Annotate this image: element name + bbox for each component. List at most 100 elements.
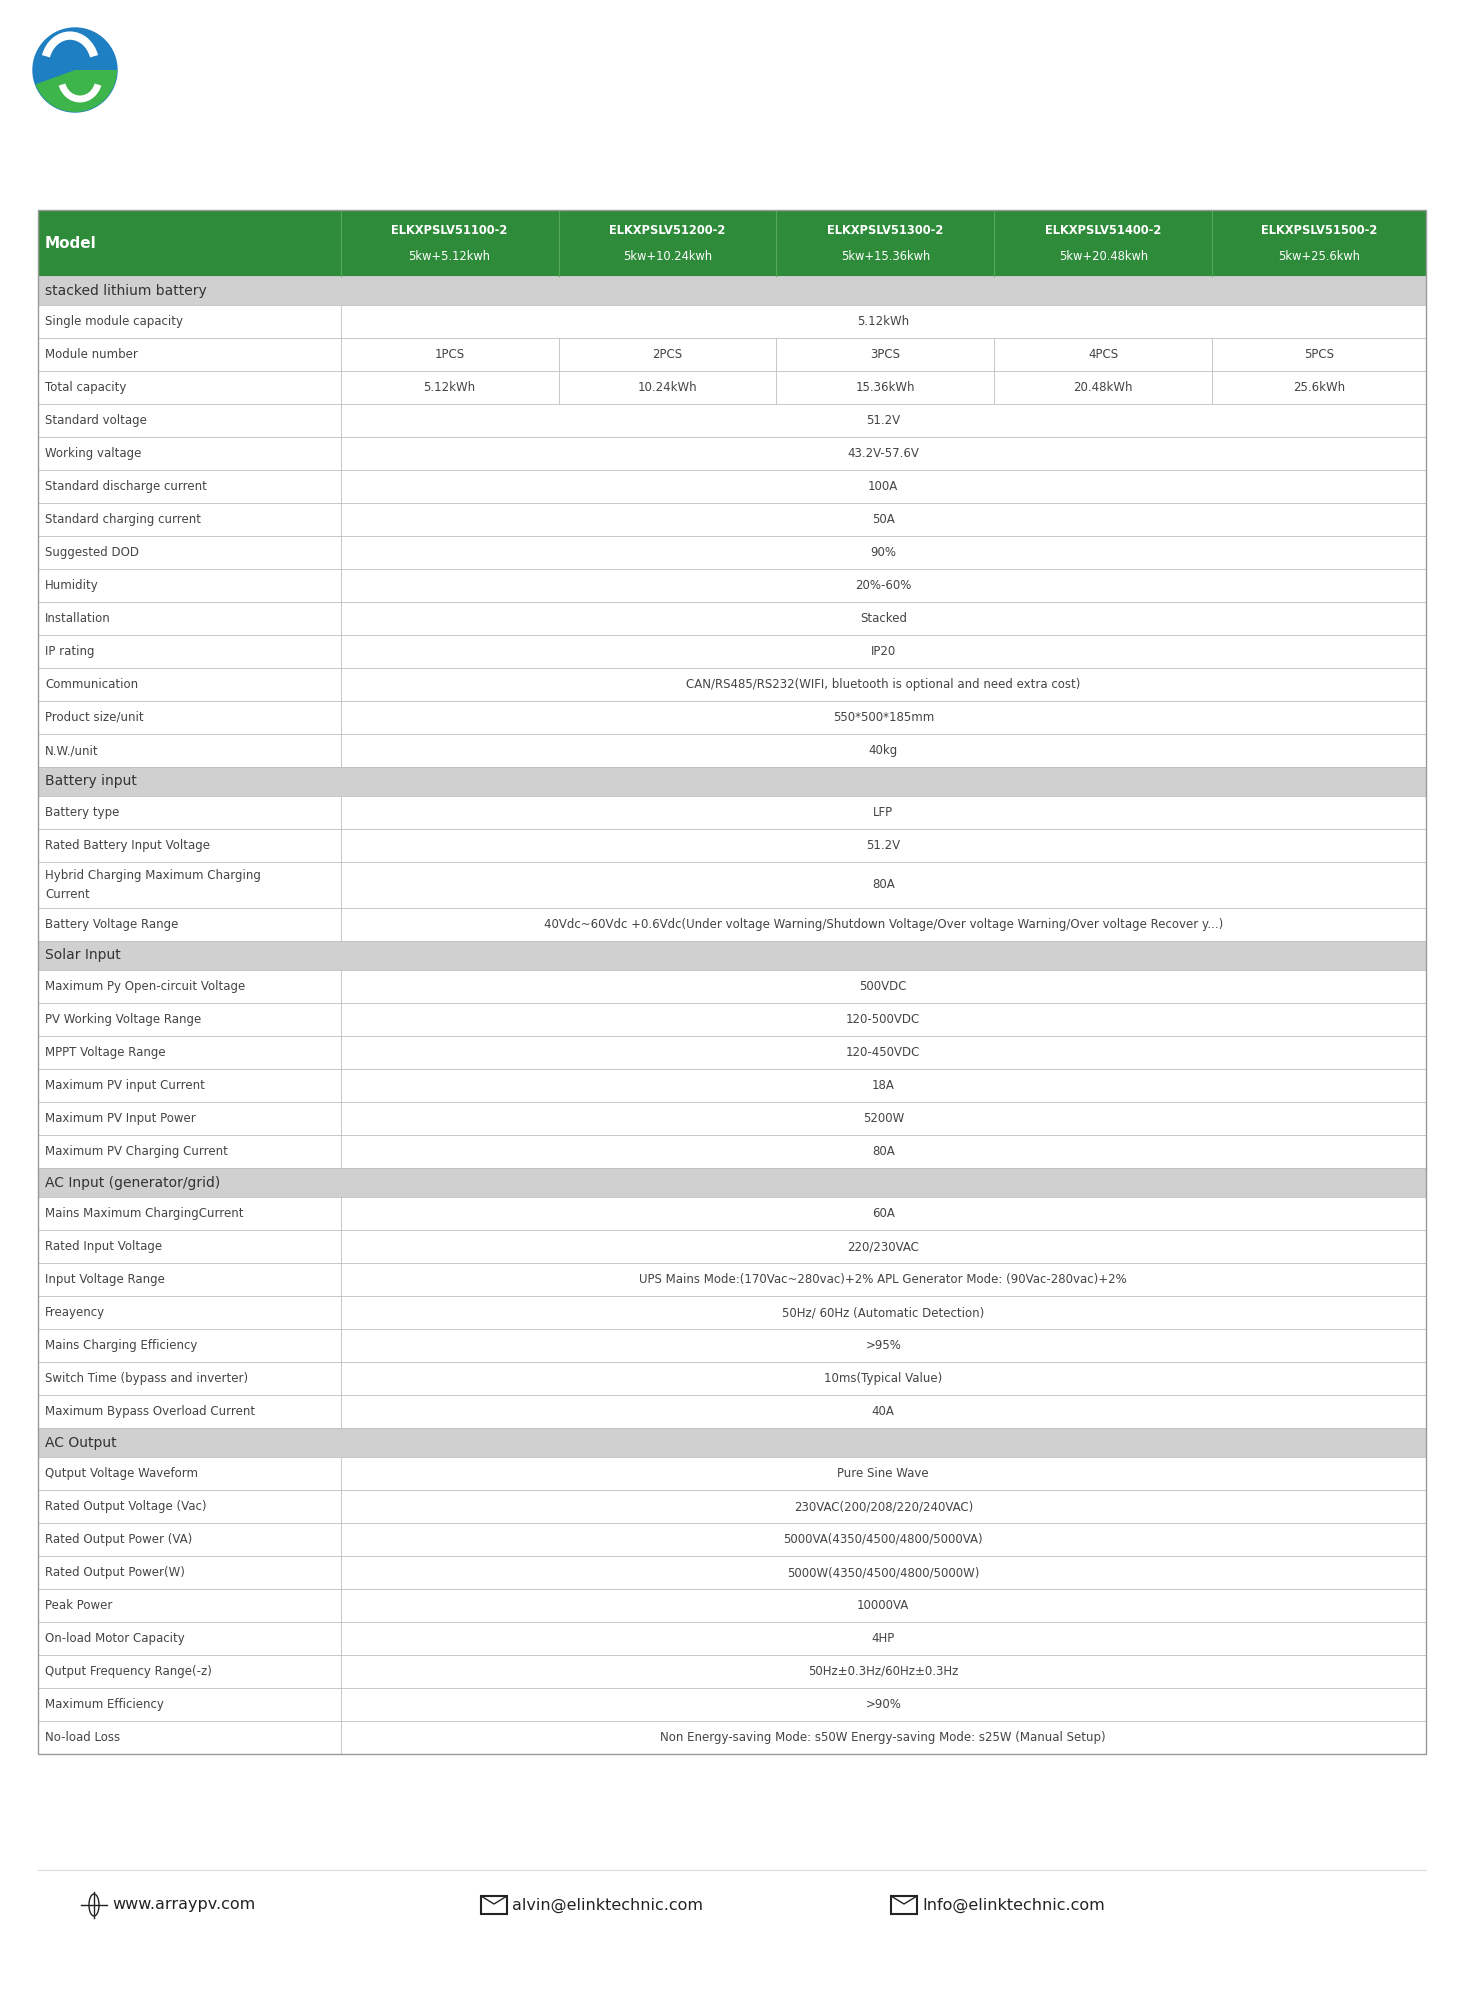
Bar	[38, 796, 341, 828]
Text: 5.12kWh: 5.12kWh	[858, 314, 909, 328]
Bar	[38, 1168, 1426, 1196]
Bar	[341, 908, 1426, 942]
Bar	[341, 1264, 1426, 1296]
Bar	[38, 1456, 341, 1490]
Text: 43.2V-57.6V: 43.2V-57.6V	[848, 448, 919, 460]
Bar	[38, 404, 341, 438]
Bar	[38, 602, 341, 636]
Text: Module number: Module number	[45, 348, 138, 360]
Bar	[38, 1196, 341, 1230]
Text: 80A: 80A	[873, 1144, 895, 1158]
Text: CAN/RS485/RS232(WIFI, bluetooth is optional and need extra cost): CAN/RS485/RS232(WIFI, bluetooth is optio…	[687, 678, 1080, 692]
Bar	[38, 1068, 341, 1102]
Text: Communication: Communication	[45, 678, 138, 692]
Bar	[341, 734, 1426, 766]
Text: Peak Power: Peak Power	[45, 1600, 113, 1612]
Bar	[38, 1296, 341, 1328]
Text: ELKXPSLV51300-2: ELKXPSLV51300-2	[827, 224, 944, 236]
Bar	[341, 1396, 1426, 1428]
Text: Model: Model	[45, 236, 97, 250]
Bar	[1212, 372, 1426, 404]
Bar	[38, 636, 341, 668]
Bar	[341, 568, 1426, 602]
Text: Single module capacity: Single module capacity	[45, 314, 183, 328]
Bar	[341, 210, 558, 276]
Bar	[341, 1720, 1426, 1754]
Text: Qutput Voltage Waveform: Qutput Voltage Waveform	[45, 1468, 198, 1480]
Text: Battery input: Battery input	[45, 774, 136, 788]
Text: Maximum PV input Current: Maximum PV input Current	[45, 1080, 205, 1092]
Text: Hybrid Charging Maximum Charging: Hybrid Charging Maximum Charging	[45, 870, 261, 882]
Text: 90%: 90%	[870, 546, 896, 558]
Text: PV Working Voltage Range: PV Working Voltage Range	[45, 1012, 201, 1026]
Text: Mains Charging Efficiency: Mains Charging Efficiency	[45, 1340, 198, 1352]
Bar	[341, 1328, 1426, 1362]
Bar	[994, 338, 1212, 372]
Text: Solar Input: Solar Input	[45, 948, 120, 962]
Bar	[341, 702, 1426, 734]
Text: 60A: 60A	[873, 1206, 895, 1220]
Bar	[341, 602, 1426, 636]
Text: Freaуency: Freaуency	[45, 1306, 105, 1320]
Bar	[38, 338, 341, 372]
Text: Battery Voltage Range: Battery Voltage Range	[45, 918, 179, 932]
Bar	[38, 1362, 341, 1396]
Bar	[38, 828, 341, 862]
Bar	[38, 1688, 341, 1720]
Bar	[341, 1196, 1426, 1230]
Text: 3PCS: 3PCS	[871, 348, 900, 360]
Text: 20.48kWh: 20.48kWh	[1073, 380, 1133, 394]
Bar	[38, 502, 341, 536]
Text: 18A: 18A	[873, 1080, 895, 1092]
Text: Info@elinktechnic.com: Info@elinktechnic.com	[922, 1898, 1105, 1912]
Text: Stacked: Stacked	[859, 612, 906, 624]
Bar	[38, 668, 341, 702]
Text: LFP: LFP	[873, 806, 893, 820]
Text: Rated Battery Input Voltage: Rated Battery Input Voltage	[45, 840, 209, 852]
Text: Maximum PV Charging Current: Maximum PV Charging Current	[45, 1144, 228, 1158]
Text: 40Vdc~60Vdc +0.6Vdc(Under voltage Warning/Shutdown Voltage/Over voltage Warning/: 40Vdc~60Vdc +0.6Vdc(Under voltage Warnin…	[543, 918, 1222, 932]
Text: On-load Motor Capacity: On-load Motor Capacity	[45, 1632, 184, 1644]
Text: Standard charging current: Standard charging current	[45, 512, 201, 526]
Bar	[341, 470, 1426, 502]
Text: 5000W(4350/4500/4800/5000W): 5000W(4350/4500/4800/5000W)	[788, 1566, 979, 1580]
Text: 40A: 40A	[873, 1404, 895, 1418]
Text: Input Voltage Range: Input Voltage Range	[45, 1274, 165, 1286]
Text: 5kw+15.36kwh: 5kw+15.36kwh	[840, 250, 930, 262]
Bar	[38, 1588, 341, 1622]
Text: AC Output: AC Output	[45, 1436, 117, 1450]
Bar	[1212, 338, 1426, 372]
Bar	[994, 210, 1212, 276]
Text: 100A: 100A	[868, 480, 899, 492]
Text: 10.24kWh: 10.24kWh	[638, 380, 697, 394]
Text: Installation: Installation	[45, 612, 111, 624]
Text: 20%-60%: 20%-60%	[855, 580, 912, 592]
Text: Maximum Bypass Overload Current: Maximum Bypass Overload Current	[45, 1404, 255, 1418]
Bar	[341, 1004, 1426, 1036]
Text: 50Hz±0.3Hz/60Hz±0.3Hz: 50Hz±0.3Hz/60Hz±0.3Hz	[808, 1664, 959, 1678]
Bar	[38, 1036, 341, 1068]
Text: >95%: >95%	[865, 1340, 902, 1352]
Text: Rated Output Power(W): Rated Output Power(W)	[45, 1566, 184, 1580]
Text: 5kw+5.12kwh: 5kw+5.12kwh	[408, 250, 490, 262]
Text: 5kw+25.6kwh: 5kw+25.6kwh	[1278, 250, 1360, 262]
Bar	[38, 1328, 341, 1362]
Bar	[341, 304, 1426, 338]
Text: 5kw+20.48kwh: 5kw+20.48kwh	[1058, 250, 1148, 262]
Circle shape	[34, 28, 117, 112]
Bar	[38, 1656, 341, 1688]
Text: IP rating: IP rating	[45, 644, 95, 658]
Bar	[38, 276, 1426, 304]
Text: No-load Loss: No-load Loss	[45, 1730, 120, 1744]
Bar	[341, 1068, 1426, 1102]
Bar	[341, 1622, 1426, 1656]
Text: 120-500VDC: 120-500VDC	[846, 1012, 921, 1026]
Text: www.arraypv.com: www.arraypv.com	[113, 1898, 255, 1912]
Text: Mains Maximum ChargingCurrent: Mains Maximum ChargingCurrent	[45, 1206, 243, 1220]
Text: 25.6kWh: 25.6kWh	[1293, 380, 1345, 394]
Text: Standard discharge current: Standard discharge current	[45, 480, 206, 492]
Text: 10000VA: 10000VA	[856, 1600, 909, 1612]
Text: alvin@elinktechnic.com: alvin@elinktechnic.com	[512, 1898, 703, 1912]
Bar	[38, 1136, 341, 1168]
Bar	[341, 796, 1426, 828]
